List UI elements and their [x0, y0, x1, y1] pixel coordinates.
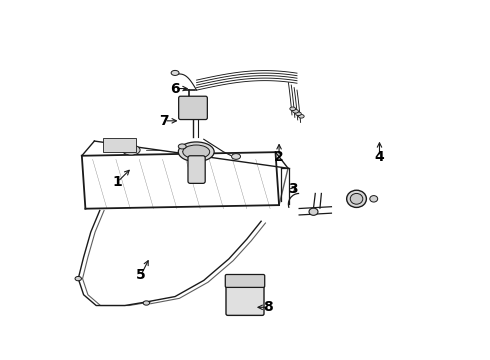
- Text: 8: 8: [264, 300, 273, 314]
- Text: 4: 4: [374, 150, 384, 164]
- Ellipse shape: [232, 154, 241, 159]
- Ellipse shape: [143, 301, 149, 305]
- FancyBboxPatch shape: [226, 278, 264, 315]
- Ellipse shape: [350, 193, 363, 204]
- Ellipse shape: [309, 208, 318, 215]
- FancyBboxPatch shape: [179, 96, 207, 120]
- FancyBboxPatch shape: [188, 156, 205, 183]
- Text: 7: 7: [160, 114, 169, 128]
- FancyBboxPatch shape: [103, 138, 136, 152]
- Text: 3: 3: [289, 182, 298, 196]
- Ellipse shape: [346, 190, 367, 207]
- Ellipse shape: [122, 145, 140, 155]
- Ellipse shape: [370, 195, 378, 202]
- Ellipse shape: [178, 142, 214, 162]
- Ellipse shape: [75, 276, 81, 281]
- Ellipse shape: [171, 71, 179, 76]
- Ellipse shape: [295, 112, 301, 116]
- Text: 1: 1: [113, 175, 122, 189]
- Text: 2: 2: [274, 150, 284, 164]
- FancyBboxPatch shape: [225, 274, 265, 287]
- Ellipse shape: [178, 144, 186, 149]
- Ellipse shape: [293, 109, 298, 113]
- Text: 5: 5: [136, 268, 146, 282]
- Ellipse shape: [290, 107, 295, 111]
- Ellipse shape: [298, 114, 304, 118]
- Ellipse shape: [183, 145, 210, 159]
- Text: 6: 6: [170, 82, 180, 95]
